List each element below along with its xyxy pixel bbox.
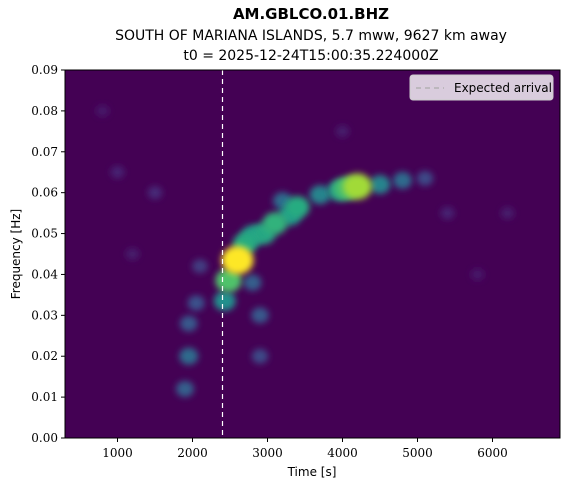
y-tick-label: 0.04 — [31, 267, 58, 281]
energy-blob — [440, 206, 455, 220]
energy-blob — [95, 104, 110, 117]
energy-blob — [251, 348, 269, 364]
energy-blob — [125, 247, 140, 261]
x-tick-label: 1000 — [102, 446, 133, 460]
legend-box — [409, 74, 554, 101]
energy-blob — [500, 206, 515, 220]
y-tick-label: 0.03 — [31, 308, 58, 322]
x-tick-label: 3000 — [252, 446, 283, 460]
y-tick-label: 0.00 — [31, 431, 58, 445]
energy-blob — [335, 125, 350, 138]
y-tick-label: 0.01 — [31, 390, 58, 404]
energy-blob — [179, 347, 199, 365]
y-tick-label: 0.07 — [31, 145, 58, 159]
y-tick-label: 0.06 — [31, 186, 58, 200]
chart-title: AM.GBLCO.01.BHZ — [233, 5, 389, 23]
t0-subtitle: t0 = 2025-12-24T15:00:35.224000Z — [183, 48, 438, 64]
energy-blob — [393, 171, 412, 189]
energy-blob — [309, 185, 331, 205]
plot-frame — [64, 69, 561, 439]
energy-blob — [147, 186, 163, 200]
x-tick-label: 5000 — [402, 446, 433, 460]
y-tick-label: 0.09 — [31, 63, 58, 77]
energy-blob — [179, 315, 198, 332]
energy-blob — [285, 195, 310, 218]
x-axis-ticks: 1000 2000 3000 4000 5000 6000 — [102, 438, 508, 460]
y-tick-label: 0.05 — [31, 227, 58, 241]
legend: Expected arrival — [409, 74, 554, 101]
energy-blob — [176, 380, 194, 398]
x-tick-label: 6000 — [477, 446, 508, 460]
energy-blob — [470, 268, 485, 281]
x-axis-label: Time [s] — [287, 465, 337, 479]
plot-area — [64, 69, 561, 439]
y-tick-label: 0.02 — [31, 349, 58, 363]
x-tick-label: 4000 — [327, 446, 358, 460]
energy-blob — [342, 173, 373, 200]
energy-blob — [251, 307, 269, 324]
y-tick-label: 0.08 — [31, 104, 58, 118]
energy-blob — [262, 212, 288, 235]
energy-blob — [416, 170, 434, 186]
legend-label-expected-arrival: Expected arrival — [454, 81, 552, 95]
spectrogram-heatmap — [95, 104, 515, 398]
energy-blob — [369, 175, 391, 194]
energy-blob — [192, 259, 208, 274]
y-axis-ticks: 0.00 0.01 0.02 0.03 0.04 0.05 0.06 0.07 0.08 0.09 — [31, 63, 65, 445]
energy-blob — [243, 274, 262, 291]
plot-background — [65, 70, 560, 438]
y-axis-label: Frequency [Hz] — [9, 209, 23, 300]
energy-blob — [187, 295, 205, 311]
energy-blob — [221, 245, 254, 275]
energy-blob — [110, 165, 125, 179]
energy-blob — [213, 291, 236, 311]
x-tick-label: 2000 — [177, 446, 208, 460]
event-subtitle: SOUTH OF MARIANA ISLANDS, 5.7 mww, 9627 … — [115, 28, 507, 44]
